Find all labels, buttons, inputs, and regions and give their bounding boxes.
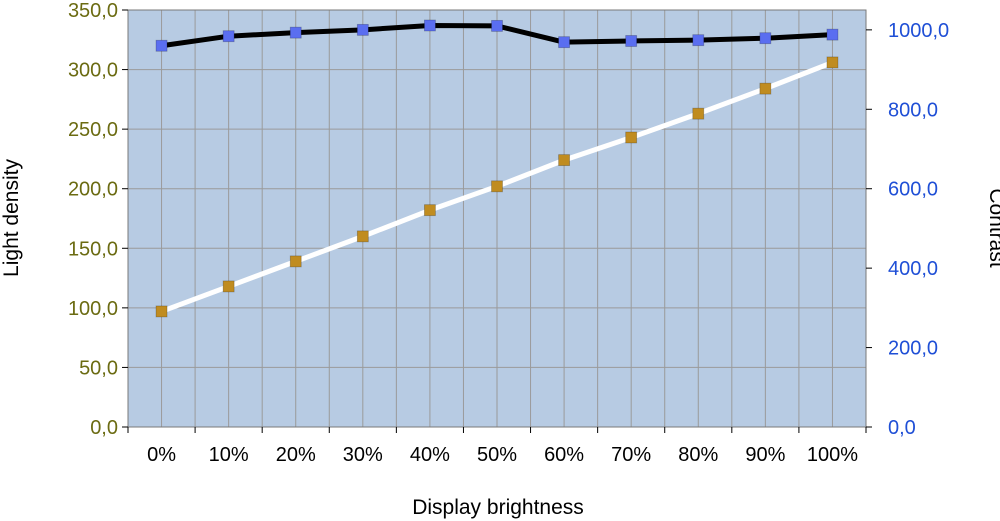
- x-tick-label: 0%: [147, 444, 176, 466]
- y-right-tick-label: 600,0: [888, 179, 938, 201]
- x-tick-label: 20%: [276, 444, 316, 466]
- y-left-tick-label: 300,0: [68, 60, 118, 82]
- series-2-point: [222, 30, 235, 43]
- y-right-tick-label: 800,0: [888, 99, 938, 121]
- series-2-point: [289, 26, 302, 39]
- y-right-tick-label: 400,0: [888, 258, 938, 280]
- series-1-point: [424, 204, 436, 217]
- series-2-point: [558, 36, 570, 49]
- y-left-tick-label: 100,0: [68, 298, 118, 320]
- series-1-point: [491, 180, 503, 193]
- series-2-point: [356, 23, 369, 36]
- x-axis-title: Display brightness: [412, 496, 584, 519]
- x-tick-label: 10%: [209, 444, 249, 466]
- series-2-point: [491, 19, 503, 32]
- series-1-point: [155, 305, 168, 318]
- series-1-point: [826, 56, 839, 69]
- y-right-tick-label: 200,0: [888, 338, 938, 360]
- series-1-point: [759, 82, 772, 95]
- y-left-tick-label: 250,0: [68, 119, 118, 141]
- series-1-point: [625, 131, 638, 144]
- y-left-tick-label: 50,0: [79, 357, 118, 379]
- plot-border: [127, 9, 867, 428]
- x-tick-label: 100%: [807, 444, 858, 466]
- series-2-point: [424, 19, 436, 32]
- series-2-point: [826, 28, 839, 41]
- y-axis-left-title: Light density: [0, 159, 23, 277]
- x-axis-ticks: 0% 10% 20% 30% 40% 50% 60% 70% 80% 90% 100%: [127, 427, 867, 466]
- x-tick-label: 30%: [343, 444, 383, 466]
- series-1-point: [222, 280, 235, 293]
- y-left-tick-label: 200,0: [68, 179, 118, 201]
- y-right-tick-label: 1000,0: [888, 20, 949, 42]
- series-1-point: [356, 230, 369, 243]
- series-1-point: [692, 107, 705, 120]
- series-layer: [155, 19, 839, 318]
- y-right-tick-label: 0,0: [888, 417, 916, 439]
- series-2-point: [155, 39, 168, 52]
- x-tick-label: 80%: [678, 444, 718, 466]
- y-left-tick-label: 150,0: [68, 238, 118, 260]
- series-2-point: [625, 35, 638, 47]
- y-left-tick-label: 0,0: [90, 417, 118, 439]
- series-1-point: [289, 255, 302, 268]
- x-tick-label: 60%: [544, 444, 584, 466]
- x-tick-label: 50%: [477, 444, 517, 466]
- y-axis-right-title: Contrast: [985, 188, 1000, 268]
- y-left-tick-label: 350,0: [68, 0, 118, 22]
- right-axis-ticks: 0,0 200,0 400,0 600,0 800,0 1000,0: [866, 20, 949, 439]
- x-tick-label: 40%: [410, 444, 450, 466]
- x-tick-label: 70%: [611, 444, 651, 466]
- series-2-point: [692, 34, 705, 47]
- series-1-point: [558, 154, 570, 167]
- series-2-point: [759, 32, 772, 45]
- left-axis-ticks: 0,0 50,0 100,0 150,0 200,0 250,0 300,0 350,0: [68, 0, 128, 439]
- x-tick-label: 90%: [745, 444, 785, 466]
